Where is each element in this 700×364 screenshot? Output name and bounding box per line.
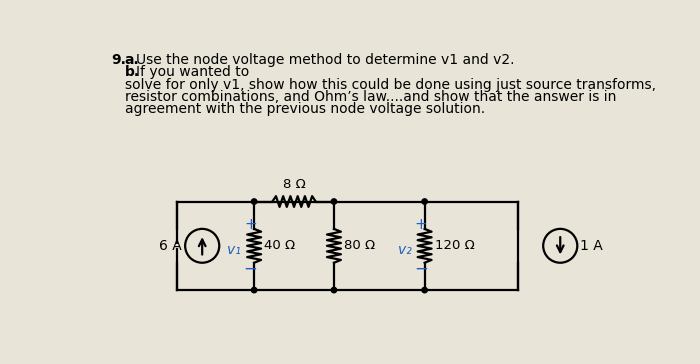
Text: Use the node voltage method to determine v1 and v2.: Use the node voltage method to determine…	[136, 53, 514, 67]
Circle shape	[251, 199, 257, 204]
Text: +: +	[244, 217, 257, 232]
Text: resistor combinations, and Ohm’s law....and show that the answer is in: resistor combinations, and Ohm’s law....…	[125, 90, 616, 104]
Text: agreement with the previous node voltage solution.: agreement with the previous node voltage…	[125, 102, 485, 116]
Text: −: −	[244, 260, 257, 278]
Text: 80 Ω: 80 Ω	[344, 239, 375, 252]
Text: 120 Ω: 120 Ω	[435, 239, 475, 252]
Text: a.: a.	[125, 53, 139, 67]
Text: v₂: v₂	[398, 243, 412, 257]
Text: 8 Ω: 8 Ω	[283, 178, 305, 191]
Circle shape	[422, 288, 427, 293]
Text: 9.: 9.	[111, 53, 125, 67]
Text: 1 A: 1 A	[580, 239, 603, 253]
Text: −: −	[414, 260, 428, 278]
Circle shape	[422, 199, 427, 204]
Text: v₁: v₁	[227, 243, 241, 257]
Text: 40 Ω: 40 Ω	[264, 239, 295, 252]
Text: 6 A: 6 A	[160, 239, 182, 253]
Text: solve for only v1, show how this could be done using just source transforms,: solve for only v1, show how this could b…	[125, 78, 656, 92]
Circle shape	[331, 199, 337, 204]
Text: If you wanted to: If you wanted to	[136, 65, 248, 79]
Circle shape	[251, 288, 257, 293]
Circle shape	[331, 288, 337, 293]
Text: +: +	[414, 217, 427, 232]
Text: b.: b.	[125, 65, 140, 79]
